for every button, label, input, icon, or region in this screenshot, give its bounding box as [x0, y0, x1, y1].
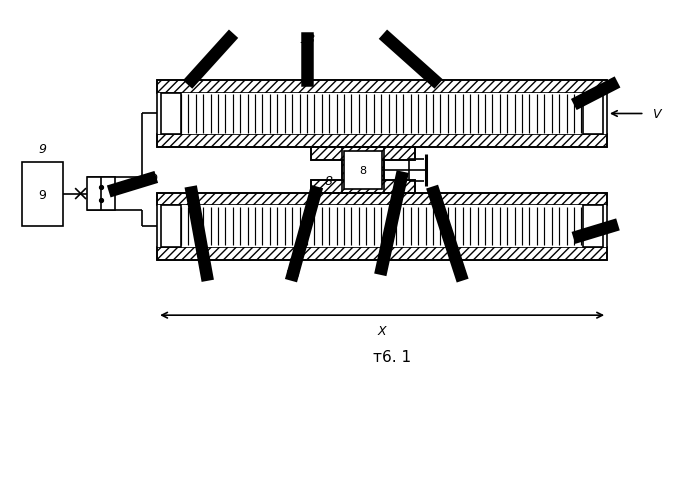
- Bar: [157, 206, 607, 247]
- Bar: [157, 135, 607, 148]
- Bar: [342, 148, 384, 193]
- Bar: [342, 148, 358, 193]
- Text: X: X: [378, 325, 387, 338]
- Text: 3: 3: [575, 96, 584, 109]
- Bar: [157, 81, 607, 94]
- Bar: [583, 206, 603, 247]
- Text: V: V: [652, 108, 661, 121]
- Bar: [157, 193, 607, 260]
- Text: 7: 7: [377, 263, 386, 276]
- Bar: [157, 247, 607, 260]
- Text: 19: 19: [284, 268, 301, 282]
- Bar: [344, 152, 382, 189]
- Text: 5: 5: [384, 33, 391, 46]
- Bar: [157, 94, 607, 135]
- Bar: [161, 206, 181, 247]
- Bar: [22, 163, 64, 227]
- Text: 2: 2: [203, 268, 210, 282]
- Text: 4: 4: [575, 230, 584, 243]
- Bar: [368, 148, 384, 193]
- Bar: [157, 193, 607, 206]
- Bar: [161, 94, 181, 135]
- Text: 18: 18: [299, 33, 315, 46]
- Text: 1: 1: [225, 33, 233, 46]
- Text: 6: 6: [456, 268, 465, 282]
- Bar: [311, 181, 415, 193]
- Text: 9: 9: [38, 188, 46, 201]
- Bar: [87, 178, 115, 211]
- Bar: [311, 148, 415, 161]
- Bar: [358, 148, 368, 193]
- Bar: [311, 181, 415, 193]
- Bar: [311, 148, 415, 161]
- Text: 8: 8: [359, 165, 366, 176]
- Bar: [157, 81, 607, 148]
- Text: 10: 10: [143, 173, 158, 186]
- Text: 8: 8: [324, 175, 332, 188]
- Text: т6. 1: т6. 1: [373, 349, 411, 365]
- Text: 9: 9: [38, 142, 47, 155]
- Bar: [583, 94, 603, 135]
